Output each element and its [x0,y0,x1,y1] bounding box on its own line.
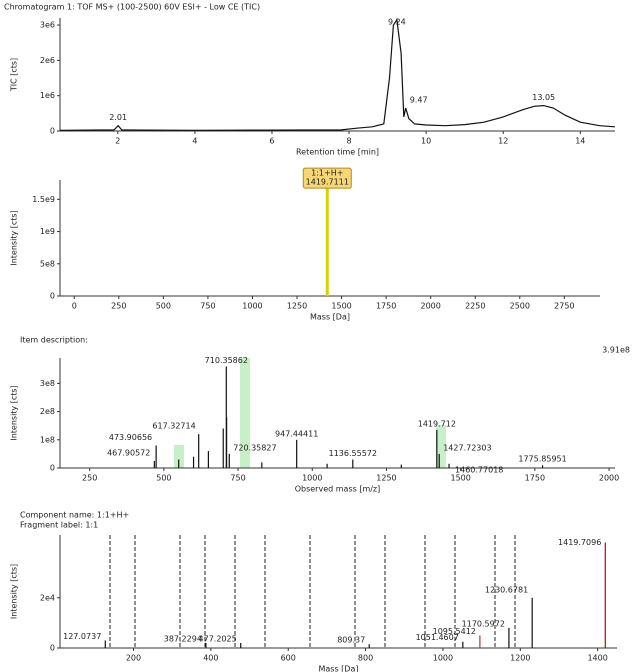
x-tick-label: 250 [82,474,97,483]
x-tick-label: 1750 [525,474,545,483]
panel-title: Item description: [20,336,88,345]
y-tick-label: 0 [50,127,55,136]
x-tick-label: 8 [347,137,352,146]
x-tick-label: 2000 [421,302,441,311]
y-tick-label: 3e6 [40,21,55,30]
peak-label: 387.2294 [164,634,202,643]
peak-label: 1419.712 [418,419,456,428]
x-tick-label: 6 [269,137,274,146]
match-highlight [436,425,446,468]
peak-label: 809.37 [337,636,365,645]
peak-label: 1136.55572 [329,449,377,458]
x-tick-label: 1000 [242,302,262,311]
x-tick-label: 14 [575,137,585,146]
x-tick-label: 750 [230,474,245,483]
peak-label: 1230.6781 [485,585,528,594]
y-tick-label: 2e8 [40,407,55,416]
y-tick-label: 1.5e9 [32,195,55,204]
x-tick-label: 2 [115,137,120,146]
panel-subtitle: Fragment label: 1:1 [20,521,98,530]
highlights [174,358,446,468]
x-tick-label: 1500 [331,302,351,311]
peak-label: 1419.7096 [558,538,601,547]
y-tick-label: 1e6 [40,91,55,100]
y-tick-label: 1e8 [40,435,55,444]
x-tick-label: 2750 [554,302,574,311]
peak-annotation: 1:1+H+ [311,169,343,178]
peak-label: 1170.5972 [462,619,505,628]
x-tick-label: 600 [281,654,296,663]
x-tick-label: 500 [156,302,171,311]
peak-label: 1419.7111 [306,178,349,187]
x-tick-label: 750 [200,302,215,311]
x-tick-label: 2000 [599,474,619,483]
peak-label: 9.47 [410,96,428,105]
x-tick-label: 1200 [510,654,530,663]
x-axis-label: Observed mass [m/z] [295,485,381,494]
y-tick-label: 1e9 [40,227,55,236]
peak-label: 947.44411 [275,429,318,438]
x-tick-label: 1000 [433,654,453,663]
peak-annotation-box [302,167,352,189]
x-tick-label: 1000 [302,474,322,483]
x-tick-label: 10 [421,137,431,146]
x-tick-label: 250 [111,302,126,311]
panel-title: Chromatogram 1: TOF MS+ (100-2500) 60V E… [4,3,260,12]
x-tick-label: 1250 [287,302,307,311]
peak-label: 2.01 [109,113,127,122]
x-axis-label: Retention time [min] [296,148,379,157]
peak-label: 13.05 [532,93,555,102]
x-tick-label: 2250 [465,302,485,311]
peak-label: 1095.5412 [433,627,476,636]
peak-label: 1427.72303 [443,443,491,452]
y-axis-label: TIC [cts] [10,58,19,92]
x-tick-label: 0 [72,302,77,311]
peak-label: 9.24 [388,18,406,27]
match-highlight [240,358,250,468]
x-axis-label: Mass [Da] [310,313,350,322]
y-tick-label: 3e8 [40,379,55,388]
max-intensity: 3.91e8 [602,346,630,355]
x-tick-label: 1750 [376,302,396,311]
x-tick-label: 200 [126,654,141,663]
x-tick-label: 400 [203,654,218,663]
peak-label: 617.32714 [152,422,195,431]
y-tick-label: 2e6 [40,56,55,65]
x-tick-label: 1250 [376,474,396,483]
trace [59,18,616,131]
x-tick-label: 4 [192,137,197,146]
x-tick-label: 12 [498,137,508,146]
y-axis-label: Intensity [cts] [10,385,19,440]
peak-label: 477.2025 [199,634,237,643]
peak-label: 473.90656 [109,433,152,442]
y-axis-label: Intensity [cts] [10,210,19,265]
peak-label: 467.90572 [107,448,150,457]
panel-title: Component name: 1:1+H+ [20,511,129,520]
y-tick-label: 2e4 [40,593,55,602]
x-axis-label: Mass [Da] [319,665,359,672]
peak-label: 710.35862 [205,356,248,365]
peak-label: 1051.4607 [416,633,459,642]
match-highlight [174,445,184,468]
x-tick-label: 1500 [450,474,470,483]
x-tick-label: 800 [358,654,373,663]
peak-label: 720.35827 [233,443,276,452]
peak-label: 127.0737 [63,632,101,641]
y-tick-label: 0 [50,292,55,301]
y-axis-label: Intensity [cts] [10,564,19,619]
peak-label: 1775.85951 [518,455,566,464]
x-tick-label: 1400 [587,654,607,663]
y-tick-label: 0 [50,464,55,473]
x-tick-label: 2500 [510,302,530,311]
x-tick-label: 500 [156,474,171,483]
peak-label: 1460.77018 [455,465,503,474]
y-tick-label: 5e8 [40,259,55,268]
y-tick-label: 0 [50,644,55,653]
